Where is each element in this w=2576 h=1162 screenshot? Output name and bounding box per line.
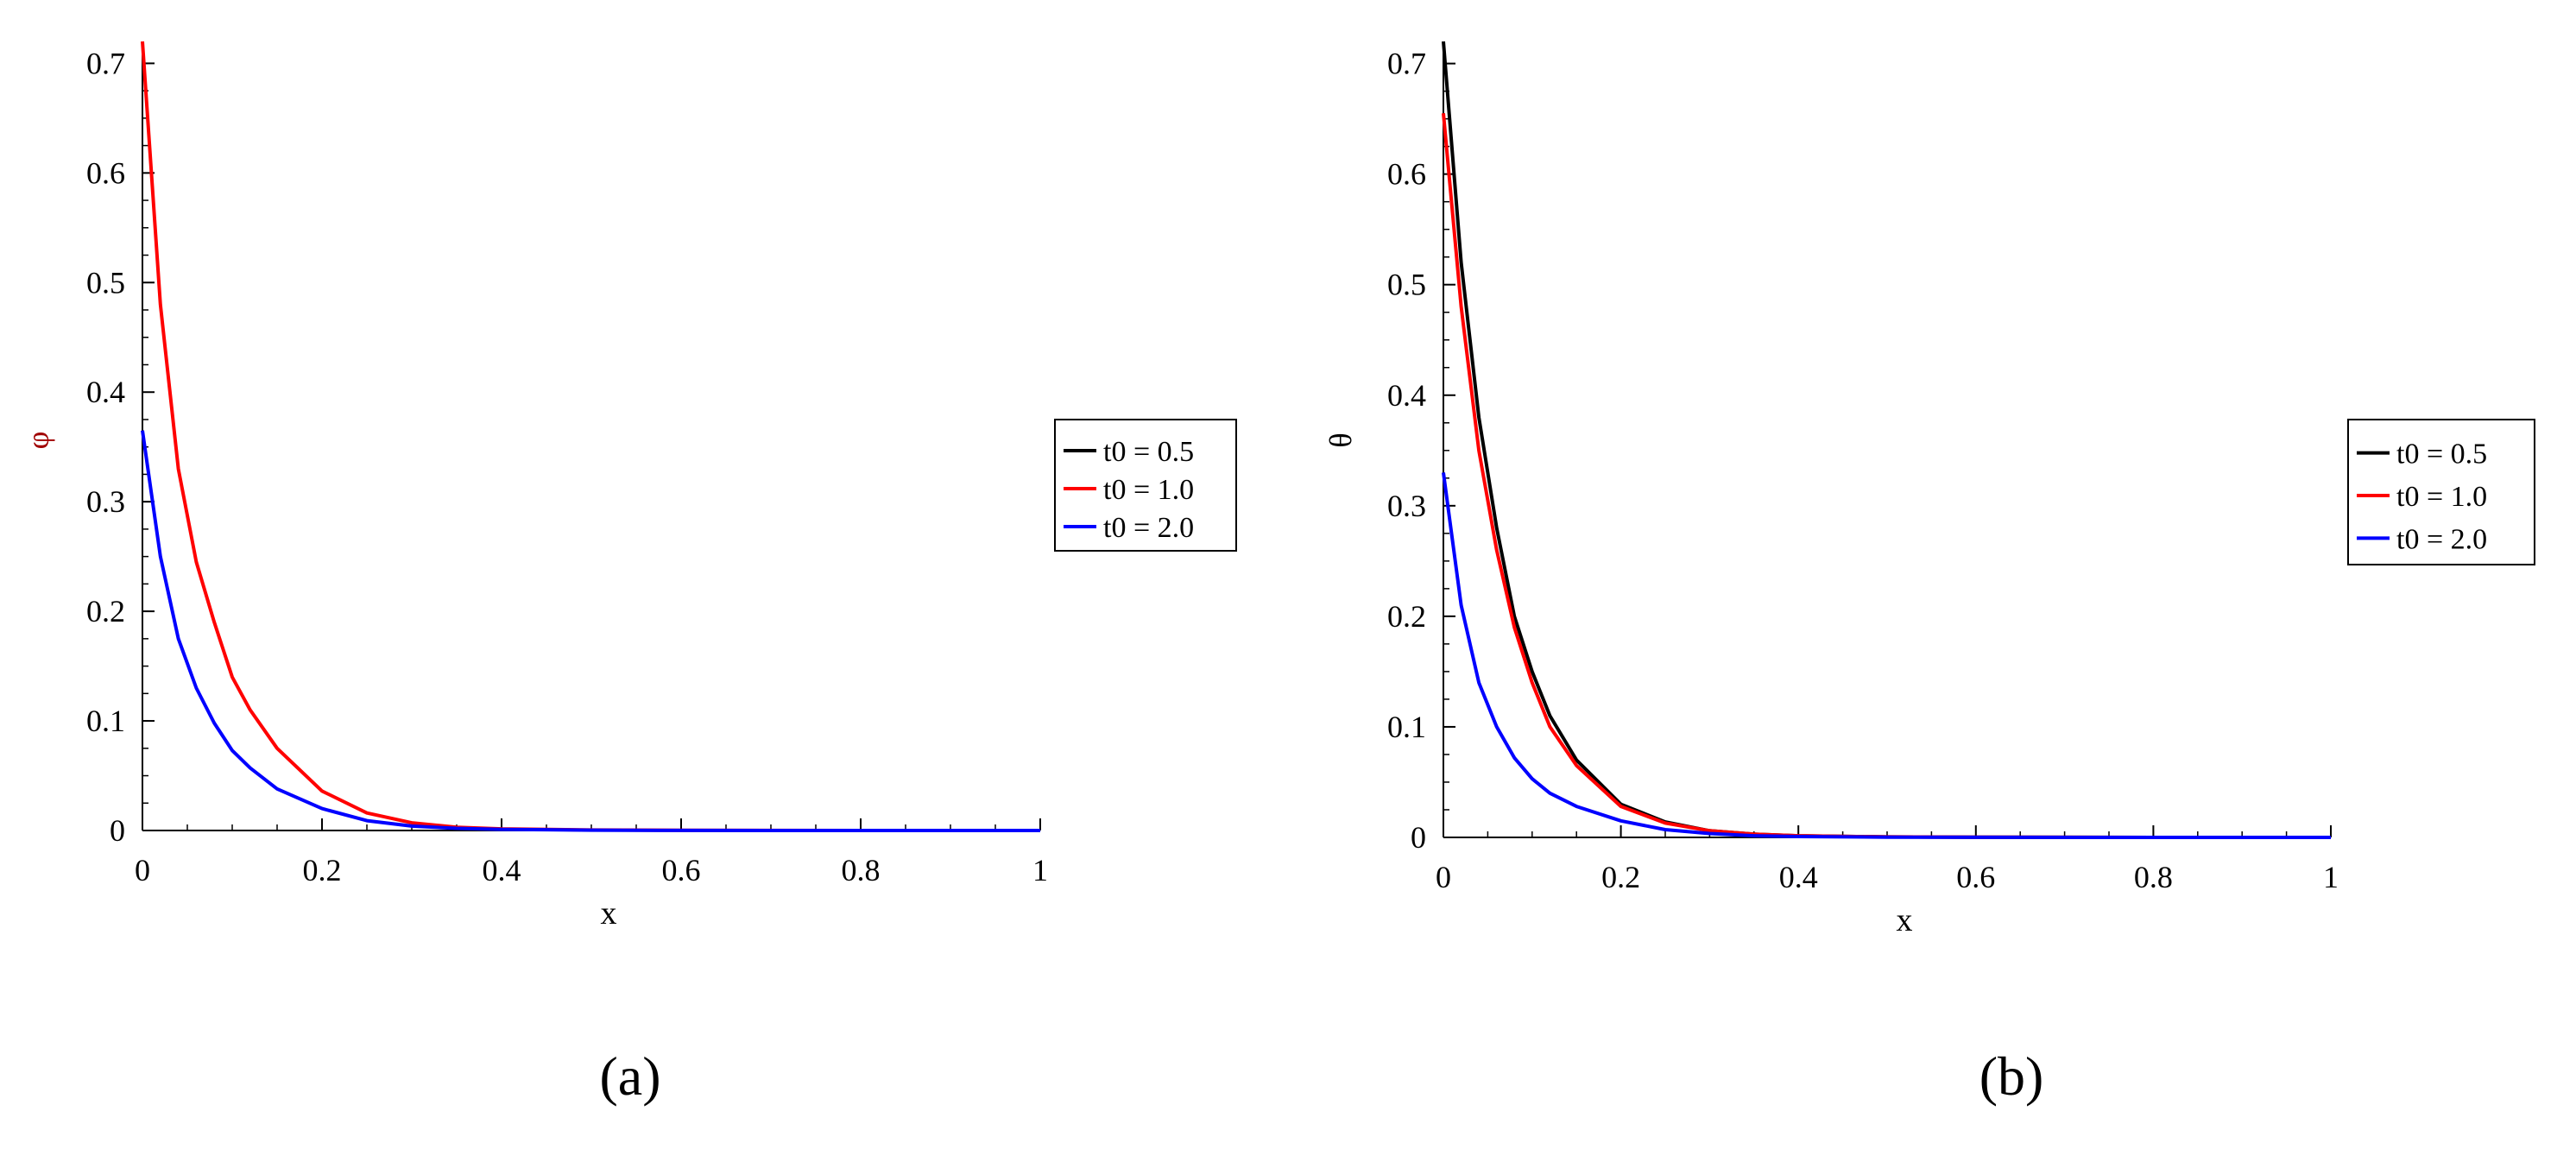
y-tick-label: 0.4 [86,375,125,409]
x-axis-label: x [1897,902,1913,938]
legend-label: t0 = 1.0 [2396,481,2487,513]
x-tick-label: 1 [1032,853,1048,887]
y-tick-label: 0.6 [86,155,125,190]
y-tick-label: 0.4 [1387,378,1426,413]
legend-label: t0 = 2.0 [1103,512,1194,544]
x-tick-label: 0.2 [303,853,342,887]
series-line-2 [141,41,1040,832]
x-tick-label: 0.2 [1601,860,1640,894]
y-tick-label: 0.3 [1387,489,1426,523]
x-tick-label: 0.8 [842,853,881,887]
x-tick-label: 0.6 [662,853,701,887]
plot-a: 0 0.2 0.4 0.6 0.8 1 0 0.1 0.2 0.3 0.4 0.5 0.6 0.7 x φ t0… [21,41,1237,931]
legend: t0 = 0.5 t0 = 1.0 t0 = 2.0 [1054,419,1237,552]
x-axis-label: x [601,895,617,931]
plot-b: 0 0.2 0.4 0.6 0.8 1 0 0.1 0.2 0.3 0.4 0.5 0.6 0.7 x θ t0… [1323,41,2535,938]
legend-box [2347,419,2535,565]
y-tick-label: 0.7 [1387,47,1426,81]
caption-a: (a) [599,1045,661,1107]
legend-label: t0 = 0.5 [1103,436,1194,468]
y-tick-label: 0 [1411,820,1426,855]
y-tick-label: 0.5 [1387,268,1426,302]
x-tick-label: 0 [135,853,150,887]
y-tick-label: 0.3 [86,484,125,519]
x-tick-label: 0.4 [1779,860,1818,894]
series-line-3 [141,430,1040,832]
x-tick-label: 0.6 [1956,860,1995,894]
caption-b: (b) [1979,1045,2044,1107]
y-tick-label: 0.1 [1387,710,1426,744]
y-axis-label: φ [21,432,55,450]
legend-label: t0 = 1.0 [1103,474,1194,506]
x-tick-label: 1 [2323,860,2339,894]
series-line-2 [1442,113,2331,839]
y-tick-label: 0.7 [86,46,125,80]
legend-label: t0 = 2.0 [2396,523,2487,555]
y-tick-label: 0.6 [1387,157,1426,192]
legend: t0 = 0.5 t0 = 1.0 t0 = 2.0 [2347,419,2535,565]
y-tick-label: 0.1 [86,704,125,738]
y-tick-label: 0.2 [1387,599,1426,634]
legend-box [1054,419,1237,552]
legend-label: t0 = 0.5 [2396,439,2487,470]
x-tick-label: 0.4 [483,853,521,887]
y-tick-label: 0 [110,813,125,848]
y-tick-label: 0.2 [86,594,125,628]
series-line-1 [1442,41,2331,839]
y-axis-label: θ [1323,433,1358,447]
x-tick-label: 0.8 [2134,860,2173,894]
x-tick-label: 0 [1436,860,1451,894]
series-line-3 [1442,472,2331,839]
y-tick-label: 0.5 [86,265,125,300]
